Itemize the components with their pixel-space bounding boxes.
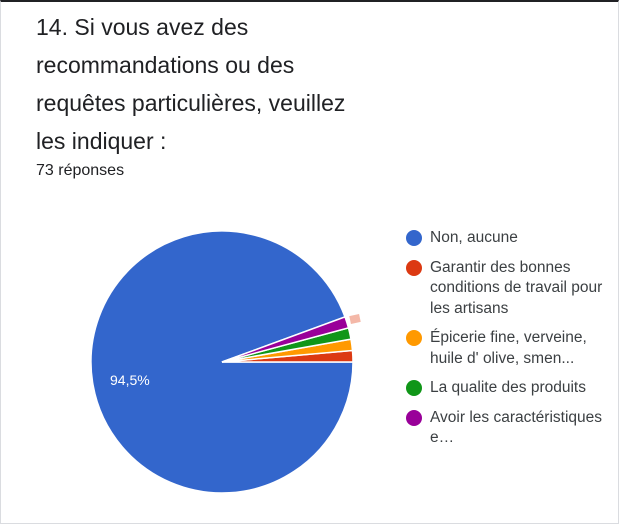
legend-item-2[interactable]: Épicerie fine, verveine, huile d' olive,… (406, 328, 611, 369)
legend-label: Épicerie fine, verveine, huile d' olive,… (430, 329, 587, 367)
legend-item-4[interactable]: Avoir les caractéristiques e… (406, 408, 611, 449)
chart-legend: Non, aucune Garantir des bonnes condition… (406, 228, 611, 458)
legend-label: La qualite des produits (430, 379, 586, 396)
pie-data-label-0: 94,5% (110, 372, 150, 388)
legend-item-1[interactable]: Garantir des bonnes conditions de travai… (406, 258, 611, 320)
legend-item-0[interactable]: Non, aucune (406, 228, 611, 249)
question-title: 14. Si vous avez des recommandations ou … (36, 14, 346, 154)
legend-item-3[interactable]: La qualite des produits (406, 378, 611, 399)
legend-swatch-icon (406, 409, 422, 426)
legend-label: Non, aucune (430, 229, 518, 246)
response-count: 73 réponses (36, 162, 125, 179)
legend-swatch-icon (406, 380, 422, 396)
legend-label: Avoir les caractéristiques e… (430, 408, 603, 447)
legend-swatch-icon (406, 230, 422, 246)
legend-swatch-icon (406, 330, 422, 346)
legend-swatch-icon (406, 259, 422, 276)
slice-highlight-marker (349, 314, 361, 324)
pie-slice-0[interactable] (90, 230, 354, 494)
pie-slice-4[interactable] (221, 315, 350, 363)
legend-label: Garantir des bonnes conditions de travai… (430, 258, 603, 317)
